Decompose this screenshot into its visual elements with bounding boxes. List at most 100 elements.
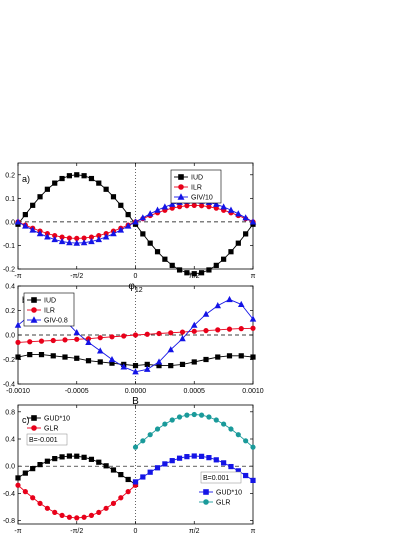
data-point-b-2 <box>237 300 245 307</box>
data-point-c-2 <box>162 461 168 467</box>
x-tick-label-b: 0.0005 <box>184 388 206 395</box>
data-point-a-2 <box>95 235 103 243</box>
data-point-c-1 <box>37 500 43 506</box>
data-point-c-1 <box>96 509 102 515</box>
legend-a-entry: GIV/10 <box>191 195 213 202</box>
data-point-a-2 <box>249 218 257 225</box>
data-point-b-2 <box>214 302 222 309</box>
data-point-a-0 <box>30 202 36 208</box>
legend-b-entry: ILR <box>44 308 55 315</box>
data-point-b-0 <box>38 351 45 358</box>
data-point-c-1 <box>74 515 80 521</box>
data-point-b-2 <box>190 321 198 328</box>
data-point-c-2 <box>132 479 139 485</box>
y-tick-label-c: -0.8 <box>3 518 15 525</box>
data-point-c-3 <box>162 421 168 427</box>
data-point-c-2 <box>228 463 234 470</box>
x-tick-label-c: -π <box>14 528 21 535</box>
data-point-c-3 <box>235 432 241 438</box>
data-point-c-3 <box>221 421 227 427</box>
data-point-b-0 <box>85 358 92 364</box>
data-point-a-0 <box>184 270 190 276</box>
data-point-b-1 <box>121 333 127 339</box>
data-point-a-0 <box>191 271 197 277</box>
data-point-c-1 <box>15 482 21 488</box>
legend-b-marker <box>31 297 37 303</box>
data-point-a-0 <box>118 202 124 208</box>
data-point-c-3 <box>243 438 249 444</box>
data-point-c-1 <box>110 500 117 506</box>
data-point-c-3 <box>228 426 234 432</box>
data-point-a-0 <box>213 262 219 268</box>
data-point-a-0 <box>125 211 131 218</box>
x-tick-label-a: 0 <box>134 273 138 280</box>
data-point-c-1 <box>103 505 109 511</box>
data-point-c-1 <box>66 514 73 520</box>
y-tick-label-c: -0.4 <box>3 491 15 498</box>
legend-a-entry: IUD <box>191 175 203 182</box>
series-line-c-3 <box>135 414 254 448</box>
data-point-b-1 <box>50 337 56 344</box>
data-point-b-0 <box>74 355 80 361</box>
data-point-c-3 <box>191 411 197 418</box>
data-point-a-0 <box>96 180 102 186</box>
data-point-a-0 <box>228 249 234 255</box>
data-point-b-1 <box>27 339 33 345</box>
data-point-c-2 <box>184 454 190 460</box>
data-point-a-2 <box>242 214 249 221</box>
data-point-a-2 <box>139 214 147 221</box>
series-line-c-0 <box>17 455 136 485</box>
data-point-a-2 <box>235 210 242 217</box>
data-point-c-1 <box>81 514 87 520</box>
data-point-c-2 <box>140 474 146 480</box>
data-point-b-0 <box>226 353 233 359</box>
data-point-b-2 <box>155 358 163 365</box>
data-point-c-0 <box>81 454 87 460</box>
legend-c-right-marker <box>203 499 209 505</box>
data-point-a-0 <box>176 267 183 273</box>
data-point-a-2 <box>58 237 66 245</box>
data-point-a-2 <box>102 233 110 240</box>
legend-c-right-marker <box>203 489 209 495</box>
data-point-a-0 <box>243 231 249 237</box>
data-point-b-2 <box>73 328 81 336</box>
data-point-b-0 <box>168 363 174 369</box>
y-tick-label-a: -0.2 <box>3 267 15 274</box>
x-tick-label-c: 0 <box>134 528 138 535</box>
data-point-b-0 <box>15 354 21 360</box>
data-point-b-2 <box>202 310 210 317</box>
data-point-c-1 <box>88 512 95 518</box>
data-point-b-1 <box>238 326 244 332</box>
data-point-a-2 <box>110 230 117 237</box>
legend-b-marker <box>31 307 37 313</box>
data-point-c-0 <box>44 458 50 464</box>
data-point-a-0 <box>206 267 212 273</box>
legend-b-entry: IUD <box>44 298 56 305</box>
data-point-a-0 <box>37 194 43 200</box>
annotation-box-c <box>26 433 68 446</box>
data-point-b-0 <box>27 351 33 358</box>
data-point-c-2 <box>147 469 153 475</box>
data-point-a-1 <box>191 202 197 208</box>
data-point-c-1 <box>44 505 50 511</box>
data-point-b-2 <box>85 338 92 345</box>
data-point-c-2 <box>154 465 161 471</box>
annotation-b-negative: B=-0.001 <box>29 437 58 444</box>
data-point-a-2 <box>227 206 235 213</box>
data-point-b-2 <box>143 365 151 372</box>
data-point-c-3 <box>184 412 190 418</box>
data-point-a-0 <box>162 256 168 262</box>
data-point-a-0 <box>66 173 73 179</box>
data-point-b-1 <box>156 330 162 337</box>
data-point-c-0 <box>74 453 80 459</box>
data-point-a-2 <box>44 233 51 240</box>
legend-a-marker <box>178 174 184 180</box>
data-point-b-0 <box>62 354 68 360</box>
data-point-c-2 <box>206 455 212 461</box>
data-point-b-1 <box>191 328 197 334</box>
y-tick-label-b: -0.4 <box>3 382 15 389</box>
x-tick-label-a: -π <box>14 273 21 280</box>
data-point-a-0 <box>154 249 161 255</box>
data-point-a-0 <box>81 173 87 179</box>
data-point-a-2 <box>22 222 29 229</box>
